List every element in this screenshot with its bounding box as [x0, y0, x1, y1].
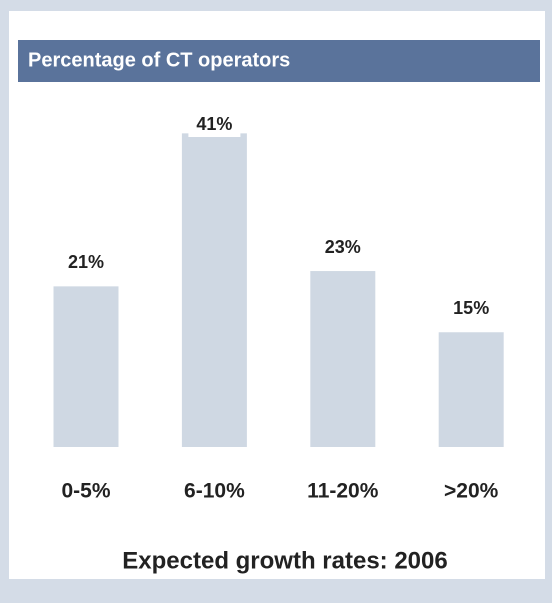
value-label: 21%: [68, 252, 104, 272]
value-label: 41%: [196, 114, 232, 134]
value-label: 15%: [453, 298, 489, 318]
header-bar: [18, 40, 540, 82]
bar: [310, 271, 376, 447]
x-tick-label: 6-10%: [184, 480, 245, 503]
x-axis-label: Expected growth rates: 2006: [122, 547, 447, 574]
chart-title: Percentage of CT operators: [28, 49, 290, 71]
x-tick-label: >20%: [444, 480, 499, 503]
x-tick-label: 0-5%: [61, 480, 110, 503]
x-tick-label: 11-20%: [307, 480, 379, 503]
bar: [181, 133, 247, 447]
bar: [53, 286, 119, 447]
label-backdrop: [188, 111, 241, 137]
value-label: 23%: [325, 237, 361, 257]
bar: [438, 332, 504, 447]
